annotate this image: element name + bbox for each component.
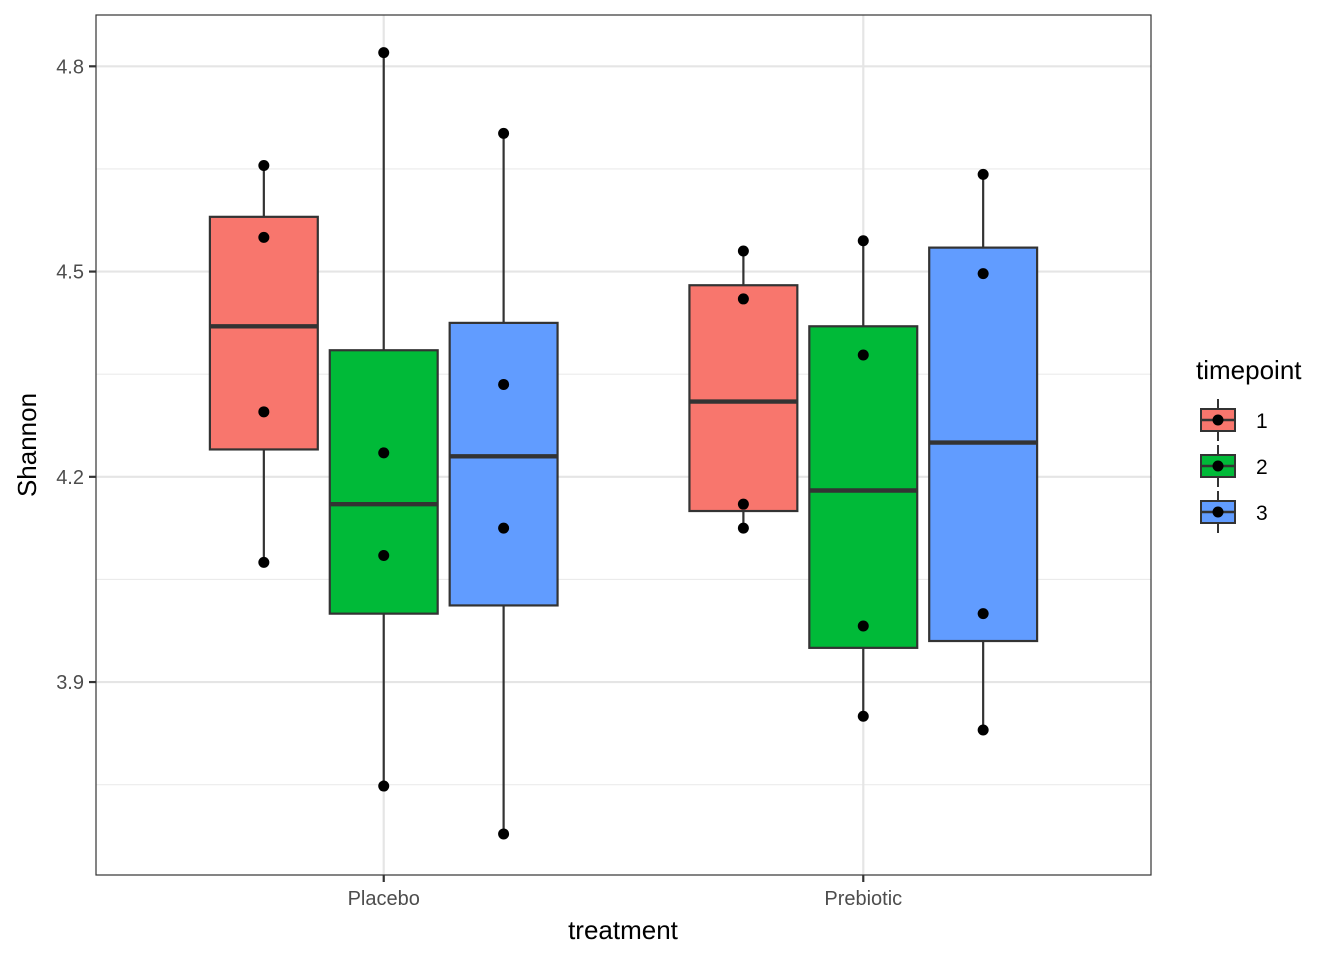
legend-point [1212,414,1224,426]
data-point [258,160,270,172]
y-tick-label: 4.2 [56,467,84,489]
panel-border [95,14,1152,876]
legend-label: 3 [1256,502,1268,525]
data-point [378,447,390,459]
y-tick-label: 4.5 [56,262,84,284]
legend-point [1212,460,1224,472]
data-point [258,556,270,568]
x-tick-label: Placebo [348,888,420,910]
data-point [498,127,510,139]
box-body [688,284,799,513]
legend-key-3: 3 [1200,491,1268,533]
data-point [977,268,989,280]
box-body [808,325,919,649]
data-point [857,349,869,361]
y-tick-label: 3.9 [56,672,84,694]
y-axis-title: Shannon [12,393,42,497]
box-body [328,349,439,615]
data-point [737,522,749,534]
box-body [448,321,559,607]
data-point [977,608,989,620]
x-axis-title: treatment [568,915,679,945]
box-placebo-tp3 [448,127,559,840]
data-point [857,235,869,247]
data-point [737,498,749,510]
data-point [857,620,869,632]
box-prebiotic-tp2 [808,235,919,722]
data-point [977,724,989,736]
legend-title: timepoint [1196,355,1302,385]
data-point [258,231,270,243]
box-placebo-tp2 [328,47,439,792]
data-point [498,522,510,534]
legend: timepoint 1 2 3 [1196,355,1302,533]
y-tick-label: 4.8 [56,56,84,78]
data-point [857,710,869,722]
data-point [737,245,749,257]
data-point [378,549,390,561]
box-prebiotic-tp1 [688,245,799,534]
data-point [498,378,510,390]
data-point [498,828,510,840]
x-axis: Placebo Prebiotic [348,875,902,910]
box-placebo-tp1 [208,160,319,568]
y-axis: 3.9 4.2 4.5 4.8 [56,56,96,694]
legend-key-2: 2 [1200,445,1268,487]
data-point [378,47,390,59]
data-point [258,406,270,418]
legend-key-1: 1 [1200,399,1268,441]
data-point [737,293,749,305]
data-point [378,780,390,792]
x-tick-label: Prebiotic [824,888,902,910]
legend-point [1212,506,1224,518]
boxes-layer [208,47,1039,840]
box-prebiotic-tp3 [928,168,1039,736]
data-point [977,168,989,180]
legend-label: 1 [1256,410,1268,433]
legend-label: 2 [1256,456,1268,479]
